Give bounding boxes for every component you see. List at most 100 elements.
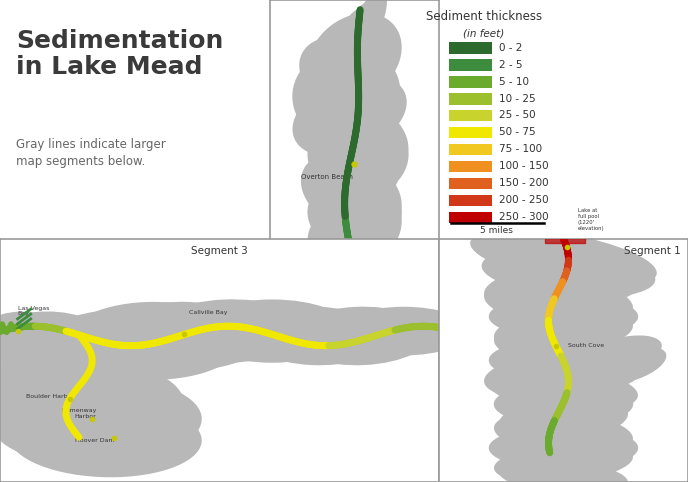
Ellipse shape bbox=[488, 426, 638, 470]
Text: 200 - 250: 200 - 250 bbox=[499, 195, 548, 205]
Ellipse shape bbox=[499, 396, 628, 441]
Ellipse shape bbox=[0, 338, 153, 412]
Ellipse shape bbox=[489, 367, 638, 412]
Bar bbox=[449, 93, 493, 105]
Bar bbox=[449, 127, 493, 138]
Ellipse shape bbox=[290, 337, 419, 434]
Bar bbox=[449, 110, 493, 121]
Ellipse shape bbox=[314, 191, 402, 271]
Bar bbox=[449, 59, 493, 71]
Text: Segment 1: Segment 1 bbox=[624, 246, 680, 256]
Text: Hoover Dam: Hoover Dam bbox=[74, 438, 114, 443]
Ellipse shape bbox=[0, 361, 184, 448]
Text: 5 - 10: 5 - 10 bbox=[499, 77, 528, 87]
Ellipse shape bbox=[308, 111, 409, 198]
Ellipse shape bbox=[499, 459, 628, 482]
Ellipse shape bbox=[308, 174, 402, 251]
Ellipse shape bbox=[312, 254, 397, 324]
Ellipse shape bbox=[574, 335, 662, 375]
Ellipse shape bbox=[299, 316, 417, 416]
Text: 250 - 300: 250 - 300 bbox=[499, 212, 548, 222]
Bar bbox=[449, 178, 493, 189]
Ellipse shape bbox=[9, 321, 149, 399]
Text: Lake at
full pool
(1220'
elevation): Lake at full pool (1220' elevation) bbox=[577, 208, 604, 231]
Ellipse shape bbox=[193, 299, 351, 363]
Text: (in feet): (in feet) bbox=[463, 28, 504, 39]
Text: 100 - 150: 100 - 150 bbox=[499, 161, 548, 171]
Ellipse shape bbox=[365, 415, 411, 482]
Ellipse shape bbox=[0, 346, 166, 433]
Ellipse shape bbox=[0, 377, 202, 465]
Ellipse shape bbox=[484, 350, 643, 400]
Text: 50 - 75: 50 - 75 bbox=[499, 127, 535, 137]
Ellipse shape bbox=[484, 262, 643, 312]
Ellipse shape bbox=[301, 152, 402, 233]
Ellipse shape bbox=[286, 395, 397, 482]
Ellipse shape bbox=[340, 9, 376, 78]
Text: Echo Bay: Echo Bay bbox=[317, 296, 350, 302]
Text: South Cove: South Cove bbox=[568, 343, 604, 348]
Ellipse shape bbox=[0, 311, 66, 361]
Ellipse shape bbox=[308, 211, 402, 291]
Ellipse shape bbox=[18, 316, 175, 385]
Ellipse shape bbox=[482, 247, 655, 298]
Ellipse shape bbox=[488, 295, 638, 338]
Text: Callville Bay: Callville Bay bbox=[189, 310, 227, 315]
Ellipse shape bbox=[308, 13, 402, 103]
Bar bbox=[449, 161, 493, 172]
Text: Las Vegas
Bay: Las Vegas Bay bbox=[18, 306, 49, 317]
Ellipse shape bbox=[0, 311, 105, 370]
Text: 5 miles: 5 miles bbox=[480, 226, 513, 235]
Ellipse shape bbox=[347, 3, 380, 64]
Text: Overton Beach: Overton Beach bbox=[301, 174, 353, 179]
Ellipse shape bbox=[281, 366, 414, 482]
Ellipse shape bbox=[354, 0, 383, 51]
Ellipse shape bbox=[304, 289, 398, 366]
Ellipse shape bbox=[105, 302, 264, 370]
Text: Hemenway
Harbor: Hemenway Harbor bbox=[61, 408, 96, 419]
Text: 10 - 25: 10 - 25 bbox=[499, 94, 535, 104]
Ellipse shape bbox=[304, 302, 405, 392]
Ellipse shape bbox=[345, 389, 405, 482]
Text: 25 - 50: 25 - 50 bbox=[499, 110, 535, 120]
Ellipse shape bbox=[292, 48, 400, 145]
Ellipse shape bbox=[494, 308, 633, 354]
Ellipse shape bbox=[66, 302, 241, 380]
Ellipse shape bbox=[494, 382, 633, 426]
Text: Boulder Harbor: Boulder Harbor bbox=[27, 394, 74, 399]
Ellipse shape bbox=[290, 307, 430, 365]
Bar bbox=[449, 195, 493, 206]
Text: Segment 3: Segment 3 bbox=[191, 246, 248, 256]
Ellipse shape bbox=[246, 307, 386, 365]
Ellipse shape bbox=[301, 94, 409, 175]
Text: Gray lines indicate larger
map segments below.: Gray lines indicate larger map segments … bbox=[17, 138, 166, 168]
Ellipse shape bbox=[0, 319, 35, 363]
Ellipse shape bbox=[600, 347, 667, 383]
Text: Sediment thickness: Sediment thickness bbox=[426, 10, 542, 23]
Text: 0 - 2: 0 - 2 bbox=[499, 43, 522, 53]
Ellipse shape bbox=[494, 323, 633, 368]
Bar bbox=[449, 212, 493, 223]
Ellipse shape bbox=[35, 309, 211, 382]
Ellipse shape bbox=[363, 0, 387, 40]
Bar bbox=[449, 42, 493, 54]
Ellipse shape bbox=[470, 229, 657, 287]
Ellipse shape bbox=[292, 75, 407, 157]
Ellipse shape bbox=[291, 355, 411, 455]
Text: 2 - 5: 2 - 5 bbox=[499, 60, 522, 70]
Ellipse shape bbox=[338, 307, 470, 355]
Text: 150 - 200: 150 - 200 bbox=[499, 178, 548, 188]
Ellipse shape bbox=[9, 399, 202, 477]
Ellipse shape bbox=[283, 380, 407, 482]
Ellipse shape bbox=[494, 442, 633, 482]
Text: Sedimentation
in Lake Mead: Sedimentation in Lake Mead bbox=[17, 28, 224, 79]
Bar bbox=[449, 76, 493, 88]
Ellipse shape bbox=[308, 236, 395, 304]
Text: Temple Bar: Temple Bar bbox=[350, 455, 388, 461]
Ellipse shape bbox=[494, 411, 633, 456]
Ellipse shape bbox=[299, 37, 400, 118]
Bar bbox=[449, 144, 493, 155]
Ellipse shape bbox=[308, 129, 402, 218]
Ellipse shape bbox=[149, 299, 307, 363]
Ellipse shape bbox=[484, 277, 633, 327]
